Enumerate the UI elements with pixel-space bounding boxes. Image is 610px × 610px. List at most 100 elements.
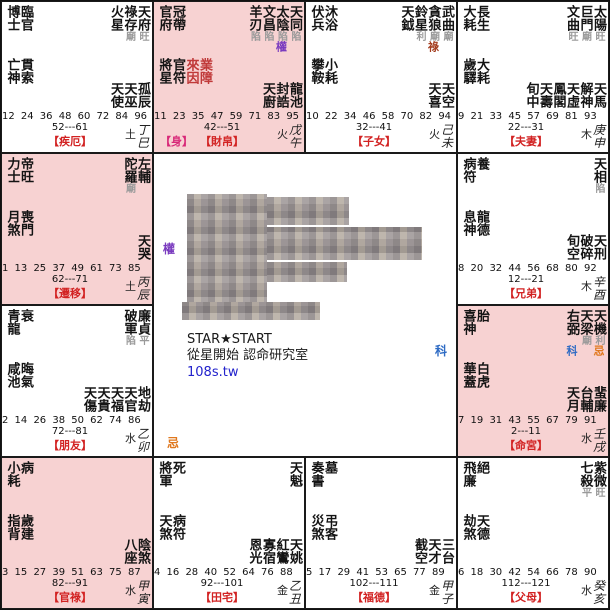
stem-branch-char: 午 (288, 135, 301, 150)
stem-branch: 丙辰 (137, 276, 149, 301)
brand-title: STAR★START (187, 332, 272, 347)
minor-star: 陰煞 (135, 538, 150, 564)
major-stars-group: 天相陷 (591, 157, 606, 193)
god-star: 喜神 (460, 309, 476, 335)
year-star: 白虎 (474, 362, 489, 388)
stem-branch: 丁巳 (137, 124, 149, 149)
decade-range: 112---121 (501, 578, 551, 589)
god-star: 胎 (474, 309, 489, 322)
minor-star: 旬空 (564, 234, 579, 260)
age-numbers: 1 13 25 37 49 61 73 85 (2, 263, 141, 274)
minor-stars-group: 旬中 天壽 鳳閣 天虛 解神 天馬 (524, 82, 607, 108)
age-numbers: 7 19 31 43 55 67 79 91 (458, 415, 597, 426)
palace-cell: 飛廉絕 七殺平 紫微旺 劫煞 天德 6 18 30 42 54 66 78 90 112--… (457, 457, 609, 609)
nayin-element: 水 (124, 584, 136, 597)
site-link[interactable]: 108s.tw (187, 365, 239, 380)
minor-stars-group: 天哭 (135, 234, 150, 260)
major-star: 武曲廟 (439, 5, 454, 41)
minor-star: 截空 (412, 538, 427, 564)
palace-label: 【福德】 (352, 591, 396, 604)
minor-star: 孤辰 (135, 82, 150, 108)
minor-star: 天巫 (121, 82, 137, 108)
palace-cell: 大耗 長生 文曲旺 巨門廟 太陽旺 歲驛 大耗 旬中 天壽 鳳閣 天虛 解神 天馬 9 21 33 45 … (457, 1, 609, 153)
major-star: 天同陷 (287, 5, 302, 41)
minor-star: 天姚 (287, 538, 302, 564)
age-numbers: 10 22 34 46 58 70 82 94 (306, 111, 452, 122)
palace-cell: 小耗病指背 歲建 八座 陰煞 3 15 27 39 51 63 75 87 82---91… (1, 457, 153, 609)
brightness-tag: 陷 (248, 31, 260, 41)
palace-label: 【子女】 (352, 135, 396, 148)
minor-star: 解神 (577, 82, 593, 108)
major-star: 貪狼廟祿 (425, 5, 441, 52)
minor-star: 天哭 (135, 234, 150, 260)
minor-star: 台輔 (577, 386, 593, 412)
stem-branch-char: 酉 (592, 287, 605, 302)
major-stars-group: 羊刃陷 文昌陷 太陰陷權 天同陷 (247, 5, 303, 52)
stem-branch-char: 辰 (136, 287, 149, 302)
palace-cell: 青龍衰 破軍陷 廉貞平 咸池 晦氣 天傷 天貴 天福 天官 地劫 2 14 26 38 50 62 … (1, 305, 153, 457)
god-star: 官府 (156, 5, 172, 31)
stem-branch-group: 木辛酉 (581, 276, 605, 301)
stem-branch: 辛酉 (593, 276, 605, 301)
palace-cell: 喜神胎 右弼廟科天梁廟天機利忌華蓋白虎天月台輔蜚廉 7 19 31 43 55 67… (457, 305, 609, 457)
year-star: 官符 (170, 58, 185, 84)
decade-range: 72---81 (51, 426, 89, 437)
stem-branch-char: 乙 (288, 579, 301, 593)
year-stars-group: 攀鞍 小耗 (309, 58, 338, 84)
nayin-element: 火 (276, 128, 288, 141)
year-stars-group: 歲驛 大耗 (460, 58, 490, 84)
minor-star: 天官 (121, 386, 137, 412)
decade-range: 62---71 (51, 274, 89, 285)
minor-star: 鳳閣 (550, 82, 566, 108)
nayin-element: 金 (276, 584, 288, 597)
year-stars-group: 指背 歲建 (5, 514, 34, 540)
god-star: 力士 (4, 157, 20, 183)
major-star: 天鉞 (398, 5, 414, 31)
age-numbers: 6 18 30 42 54 66 78 90 (458, 567, 597, 578)
major-star: 文昌陷 (260, 5, 275, 41)
palace-label: 【兄弟】 (504, 287, 548, 300)
minor-star: 三台 (439, 538, 454, 564)
year-stars-group: 息神 龍德 (461, 210, 490, 236)
minor-star: 天空 (439, 82, 454, 108)
decade-range: 22---31 (507, 122, 545, 133)
age-numbers: 9 21 33 45 57 69 81 93 (458, 111, 597, 122)
gods-group: 小耗病 (5, 461, 34, 487)
year-stars-group: 災煞 弔客 (309, 514, 338, 540)
palace-label: 【遷移】 (48, 287, 92, 300)
brightness-tag: 廟 (579, 335, 591, 345)
minor-star: 龍池 (287, 82, 302, 108)
nayin-element: 金 (428, 584, 440, 597)
stem-branch-group: 土丁巳 (125, 124, 149, 149)
major-stars-group: 文曲旺 巨門廟 太陽旺 (564, 5, 606, 41)
minor-star: 天喜 (425, 82, 441, 108)
nayin-element: 木 (580, 128, 592, 141)
gods-group: 喜神胎 (460, 309, 490, 335)
god-star: 帝旺 (18, 157, 33, 183)
age-numbers: 12 24 36 48 60 72 84 96 (2, 111, 148, 122)
stem-branch-group: 木庚申 (581, 124, 605, 149)
major-stars-group: 七殺平 紫微旺 (578, 461, 607, 497)
brightness-tag: 廟 (427, 31, 439, 41)
minor-stars-group: 天月 台輔 蜚廉 (564, 386, 606, 412)
stem-branch-group: 金乙丑 (277, 580, 301, 605)
stem-branch-char: 乙 (136, 427, 149, 441)
palace-label: 【疾厄】 (48, 135, 92, 148)
brightness-tag: 廟 (441, 31, 452, 41)
year-star: 歲驛 (460, 58, 476, 84)
major-stars-group: 陀羅廟 左輔 (122, 157, 151, 193)
major-star: 天相陷 (591, 157, 606, 193)
year-star: 病符 (170, 514, 185, 540)
god-star: 死 (170, 461, 185, 474)
year-star: 晦氣 (18, 362, 33, 388)
brightness-tag: 旺 (137, 31, 148, 41)
year-stars-group: 將星 官符 來因 業障 (157, 58, 213, 84)
nayin-element: 水 (580, 584, 592, 597)
minor-star: 天貴 (94, 386, 110, 412)
palace-label: 【財帛】 (200, 135, 244, 148)
stem-branch-char: 戊 (288, 123, 301, 137)
minor-stars-group: 旬空 破碎 天刑 (564, 234, 606, 260)
god-star: 奏書 (308, 461, 324, 487)
major-star: 天魁 (287, 461, 302, 487)
minor-stars-group: 天使 天巫 孤辰 (108, 82, 150, 108)
